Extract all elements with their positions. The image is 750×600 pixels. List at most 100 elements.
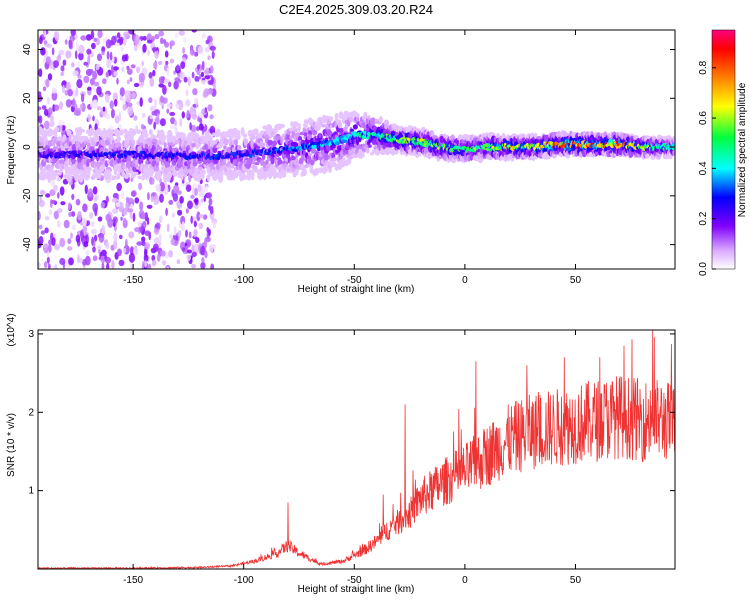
spectrogram-noise-mark [165, 60, 169, 65]
spectrogram-noise-mark [151, 111, 157, 116]
spectrogram-noise-mark [154, 49, 159, 60]
spectrogram-band-mark [367, 144, 372, 148]
colorbar-tick-label: 0.6 [698, 111, 709, 125]
spectrogram-noise-mark [193, 243, 200, 254]
spectrogram-noise-mark [38, 115, 43, 124]
spectrogram-band-mark [272, 140, 278, 147]
spectrogram-noise-mark [189, 106, 194, 115]
spectrogram-noise-mark [185, 89, 189, 97]
spectrogram-noise-mark [72, 90, 76, 100]
spectrogram-noise-mark [198, 213, 204, 219]
spectrogram-noise-mark [194, 204, 199, 210]
spectrogram-band-mark [262, 142, 266, 147]
spectrogram-noise-mark [204, 75, 211, 80]
spectrogram-noise-mark [47, 263, 51, 269]
spectrogram-band-mark [294, 168, 299, 176]
spectrogram-noise-mark [70, 232, 73, 239]
spectrogram-noise-mark [38, 224, 43, 230]
spectrogram-noise-mark [181, 221, 185, 230]
spectrogram-noise-mark [158, 30, 164, 37]
spectrogram-noise-mark [44, 216, 50, 221]
spectrogram-noise-mark [211, 50, 215, 59]
spectrogram-noise-mark [175, 103, 180, 109]
spectrogram-noise-mark [183, 76, 188, 83]
spectrogram-band-mark [355, 113, 360, 118]
spectrogram-noise-mark [92, 255, 98, 262]
spectrogram-band-mark [207, 135, 214, 140]
spectrogram-band-mark [378, 116, 383, 123]
spectrogram-band-mark [305, 119, 309, 125]
spectrogram-band-mark [110, 130, 115, 135]
spectrogram-noise-mark [132, 212, 136, 222]
spectrogram-noise-mark [116, 182, 122, 192]
spectrogram-band-mark [314, 167, 320, 176]
spectrogram-noise-mark [204, 106, 208, 114]
spectrogram-noise-mark [45, 56, 51, 65]
spectrogram-band-mark [236, 133, 240, 140]
spectrogram-noise-mark [64, 39, 68, 45]
spectrogram-noise-mark [116, 77, 119, 85]
spectrogram-band-mark [206, 138, 212, 143]
spectrogram-band-mark [331, 157, 338, 161]
spectrogram-band-mark [234, 138, 238, 146]
spectrogram-noise-mark [201, 79, 207, 85]
spectrogram-band-mark [67, 176, 73, 180]
spectrogram-noise-mark [66, 246, 73, 251]
spectrogram-noise-mark [116, 32, 121, 39]
spectrogram-noise-mark [101, 51, 105, 56]
spectrogram-noise-mark [106, 51, 110, 60]
spectrogram-noise-mark [85, 34, 92, 41]
spectrogram-noise-mark [170, 117, 176, 125]
spectrogram-band-mark [297, 123, 301, 127]
spectrogram-noise-mark [58, 119, 65, 126]
spectrogram-noise-mark [120, 216, 123, 221]
spectrogram-band-mark [54, 126, 60, 132]
spectrogram-noise-mark [119, 95, 123, 101]
spectrogram-noise-mark [168, 250, 174, 258]
spectrogram-noise-mark [203, 239, 208, 249]
spectrogram-noise-mark [133, 247, 139, 256]
spectrogram-noise-mark [174, 32, 179, 38]
y-tick-label: 2 [28, 407, 34, 418]
spectrogram-noise-mark [158, 233, 162, 242]
spectrogram-noise-mark [68, 211, 72, 217]
x-tick-label: 50 [570, 275, 582, 286]
spectrogram-noise-mark [153, 200, 158, 206]
spectrogram-noise-mark [92, 84, 96, 92]
spectrogram-band-mark [223, 138, 229, 146]
spectrogram-noise-mark [147, 49, 150, 56]
spectrogram-noise-mark [122, 36, 127, 46]
spectrogram-noise-mark [146, 217, 150, 226]
spectrogram-noise-mark [159, 193, 164, 203]
spectrogram-noise-mark [179, 117, 183, 128]
spectrogram-noise-mark [200, 262, 206, 269]
spectrogram-band-mark [303, 132, 308, 137]
figure-title: C2E4.2025.309.03.20.R24 [279, 2, 433, 17]
spectrogram-noise-mark [88, 69, 94, 74]
spectrogram-noise-mark [76, 78, 83, 89]
spectrogram-noise-mark [44, 120, 50, 130]
colorbar-tick-label: 0.4 [698, 161, 709, 175]
spectrogram-noise-mark [97, 216, 103, 222]
spectrogram-band-mark [137, 145, 143, 152]
x-tick-label: 0 [462, 575, 468, 586]
snr-plot-area [38, 330, 675, 569]
spectrogram-band-mark [127, 133, 134, 141]
spectrogram-noise-mark [122, 247, 127, 254]
spectrogram-noise-mark [44, 227, 49, 234]
spectrogram-noise-mark [59, 186, 65, 196]
spectrogram-noise-mark [209, 205, 214, 215]
spectrogram-noise-mark [198, 123, 204, 131]
spectrogram-noise-mark [162, 84, 167, 95]
spectrogram-noise-mark [92, 240, 96, 247]
spectrogram-band-mark [323, 154, 330, 161]
spectrogram-band-mark [212, 132, 216, 137]
spectrogram-noise-mark [193, 229, 198, 238]
spectrogram-band-mark [111, 175, 117, 180]
spectrogram-noise-mark [200, 198, 204, 203]
spectrogram-noise-mark [169, 42, 173, 50]
x-tick-label: -100 [234, 575, 254, 586]
spectrogram-noise-mark [180, 71, 185, 80]
spectrogram-noise-mark [172, 192, 179, 202]
